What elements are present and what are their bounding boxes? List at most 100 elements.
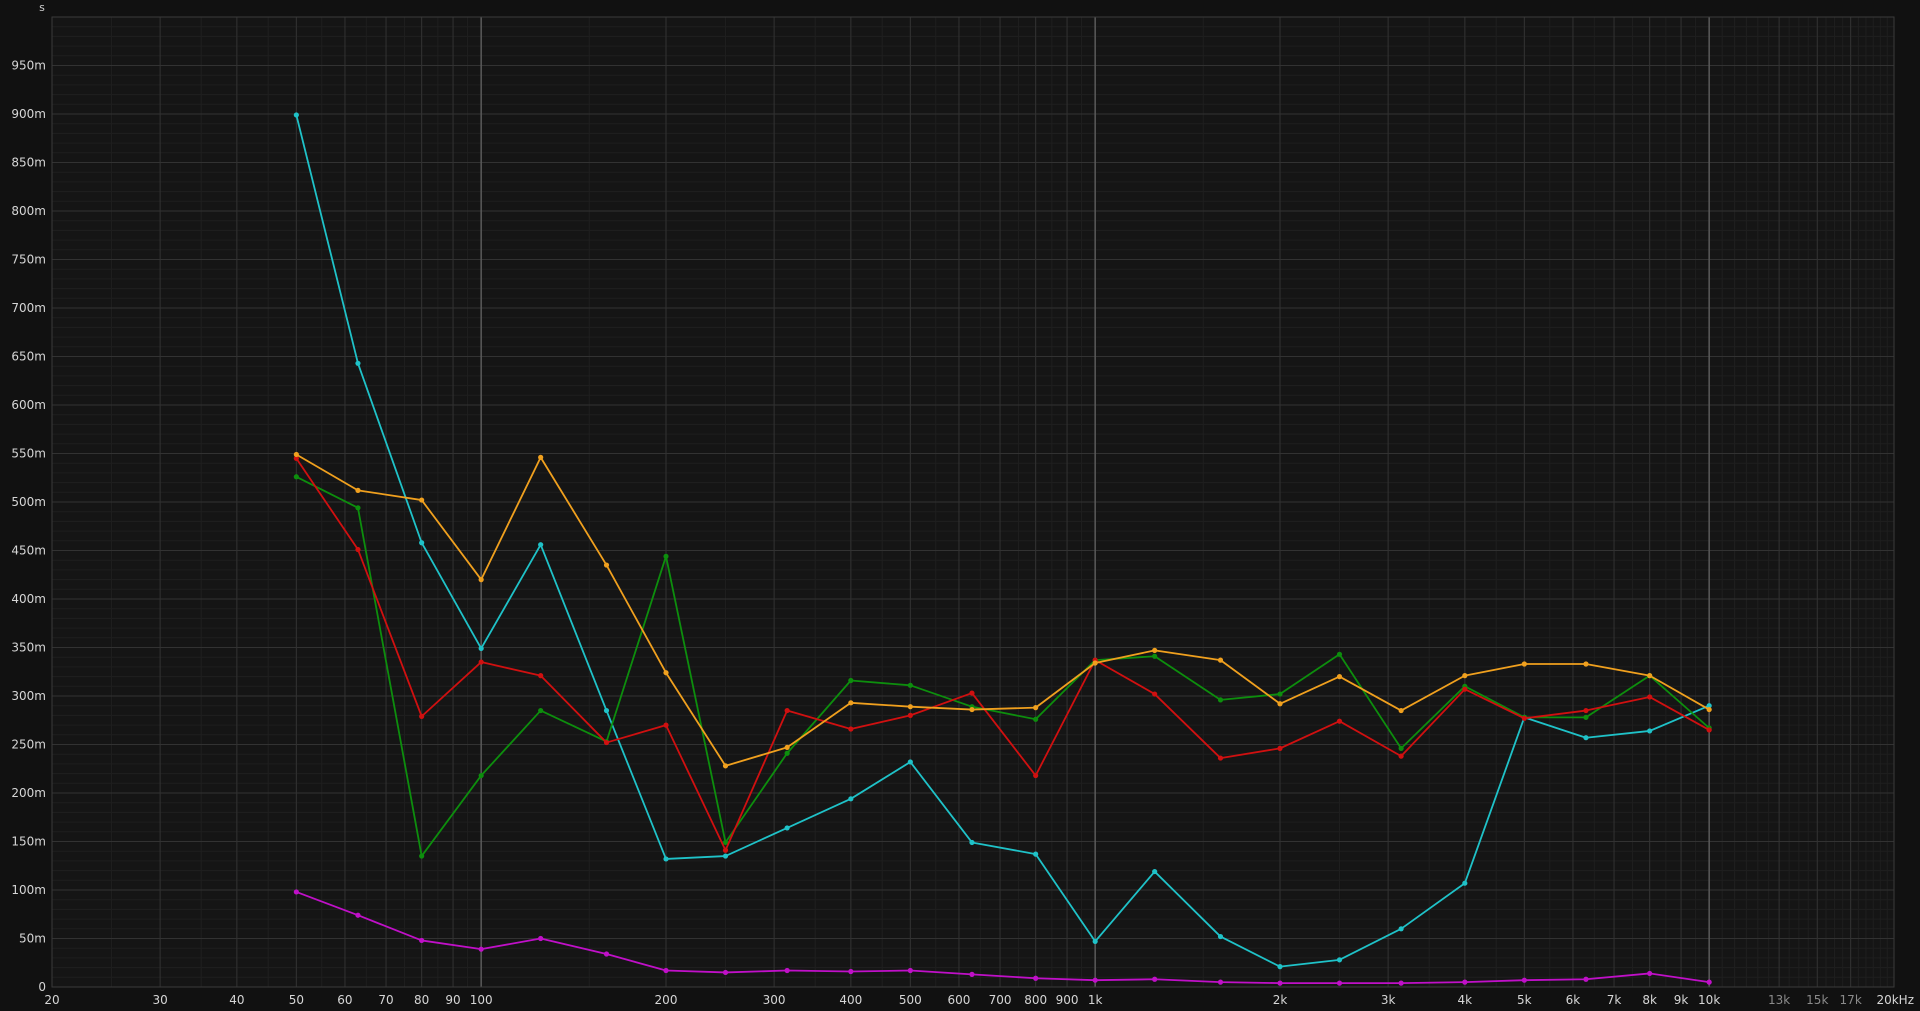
data-point — [1462, 673, 1468, 679]
data-point — [1336, 957, 1343, 963]
data-point — [1152, 647, 1158, 654]
x-tick-label: 80 — [414, 993, 429, 1007]
data-point — [603, 562, 610, 568]
data-point — [355, 360, 361, 366]
x-tick-label: 1k — [1088, 993, 1103, 1007]
data-point — [538, 673, 544, 679]
data-point — [1033, 851, 1039, 857]
y-tick-label: 750m — [11, 253, 46, 267]
data-point — [1521, 715, 1527, 721]
data-point — [1217, 979, 1224, 985]
series-line — [295, 457, 1710, 852]
data-point — [969, 706, 975, 713]
data-point — [1521, 661, 1527, 667]
data-point — [722, 839, 729, 846]
data-point — [1398, 980, 1404, 986]
data-point — [722, 763, 729, 769]
data-point — [1583, 735, 1589, 741]
data-point — [478, 645, 484, 652]
x-tick-label: 9k — [1674, 993, 1689, 1007]
data-point — [1277, 691, 1283, 697]
data-point — [907, 967, 913, 974]
y-tick-label: 300m — [11, 689, 46, 703]
data-point — [969, 839, 975, 846]
x-tick-label: 3k — [1381, 993, 1396, 1007]
x-tick-label: 700 — [989, 993, 1012, 1007]
x-tick-label: 10k — [1698, 993, 1720, 1007]
data-point — [1583, 707, 1589, 714]
data-point — [1706, 706, 1712, 713]
data-point — [784, 750, 790, 756]
data-point — [538, 935, 544, 942]
data-point — [1336, 718, 1343, 724]
data-point — [663, 722, 669, 728]
y-tick-label: 950m — [11, 59, 46, 73]
data-point — [907, 712, 913, 719]
data-point — [1336, 651, 1343, 657]
y-tick-label: 150m — [11, 835, 46, 849]
series-3 — [293, 451, 1712, 769]
x-tick-label: 90 — [445, 993, 460, 1007]
data-point — [293, 455, 299, 461]
x-tick-label: 50 — [289, 993, 304, 1007]
data-point — [1647, 694, 1653, 700]
data-point — [419, 937, 425, 944]
y-unit-label: s — [39, 1, 45, 14]
data-point — [663, 553, 669, 559]
x-tick-label: 6k — [1566, 993, 1581, 1007]
series-line — [295, 114, 1710, 968]
x-tick-label: 400 — [839, 993, 862, 1007]
data-point — [1033, 705, 1039, 711]
data-point — [419, 497, 425, 503]
y-tick-label: 800m — [11, 204, 46, 218]
data-point — [848, 796, 854, 802]
x-tick-label: 60 — [337, 993, 352, 1007]
data-point — [969, 971, 975, 977]
data-point — [1033, 716, 1039, 722]
y-tick-label: 850m — [11, 156, 46, 170]
data-point — [1706, 727, 1712, 733]
data-point — [419, 540, 425, 546]
data-point — [848, 726, 854, 732]
data-point — [1277, 745, 1283, 751]
data-point — [1152, 976, 1158, 982]
data-point — [1398, 745, 1404, 751]
x-tick-label: 70 — [378, 993, 393, 1007]
data-point — [1152, 868, 1158, 875]
x-tick-label: 300 — [763, 993, 786, 1007]
data-point — [907, 682, 913, 688]
y-tick-label: 900m — [11, 107, 46, 121]
x-tick-label: 8k — [1642, 993, 1657, 1007]
data-point — [1398, 926, 1404, 932]
data-point — [293, 451, 299, 458]
x-tick-label: 30 — [152, 993, 167, 1007]
x-tick-label: 17k — [1840, 993, 1862, 1007]
data-point — [538, 707, 544, 714]
data-point — [1033, 772, 1039, 779]
data-point — [355, 546, 361, 553]
data-point — [1092, 660, 1098, 666]
data-point — [1277, 964, 1283, 970]
data-point — [969, 690, 975, 696]
data-point — [1217, 697, 1224, 703]
x-tick-label: 4k — [1458, 993, 1473, 1007]
data-point — [907, 704, 913, 710]
x-tick-label: 20 — [44, 993, 59, 1007]
data-point — [784, 707, 790, 714]
series-2 — [293, 455, 1712, 853]
data-point — [784, 967, 790, 974]
data-point — [419, 853, 425, 859]
data-point — [784, 744, 790, 751]
data-point — [1152, 691, 1158, 697]
data-point — [1583, 976, 1589, 982]
data-point — [1398, 753, 1404, 759]
y-tick-label: 400m — [11, 592, 46, 606]
data-point — [663, 967, 669, 974]
data-point — [1277, 980, 1283, 986]
data-point — [1462, 686, 1468, 692]
y-tick-label: 50m — [19, 932, 46, 946]
data-point — [603, 951, 610, 957]
data-point — [1521, 977, 1527, 983]
data-point — [1217, 755, 1224, 761]
